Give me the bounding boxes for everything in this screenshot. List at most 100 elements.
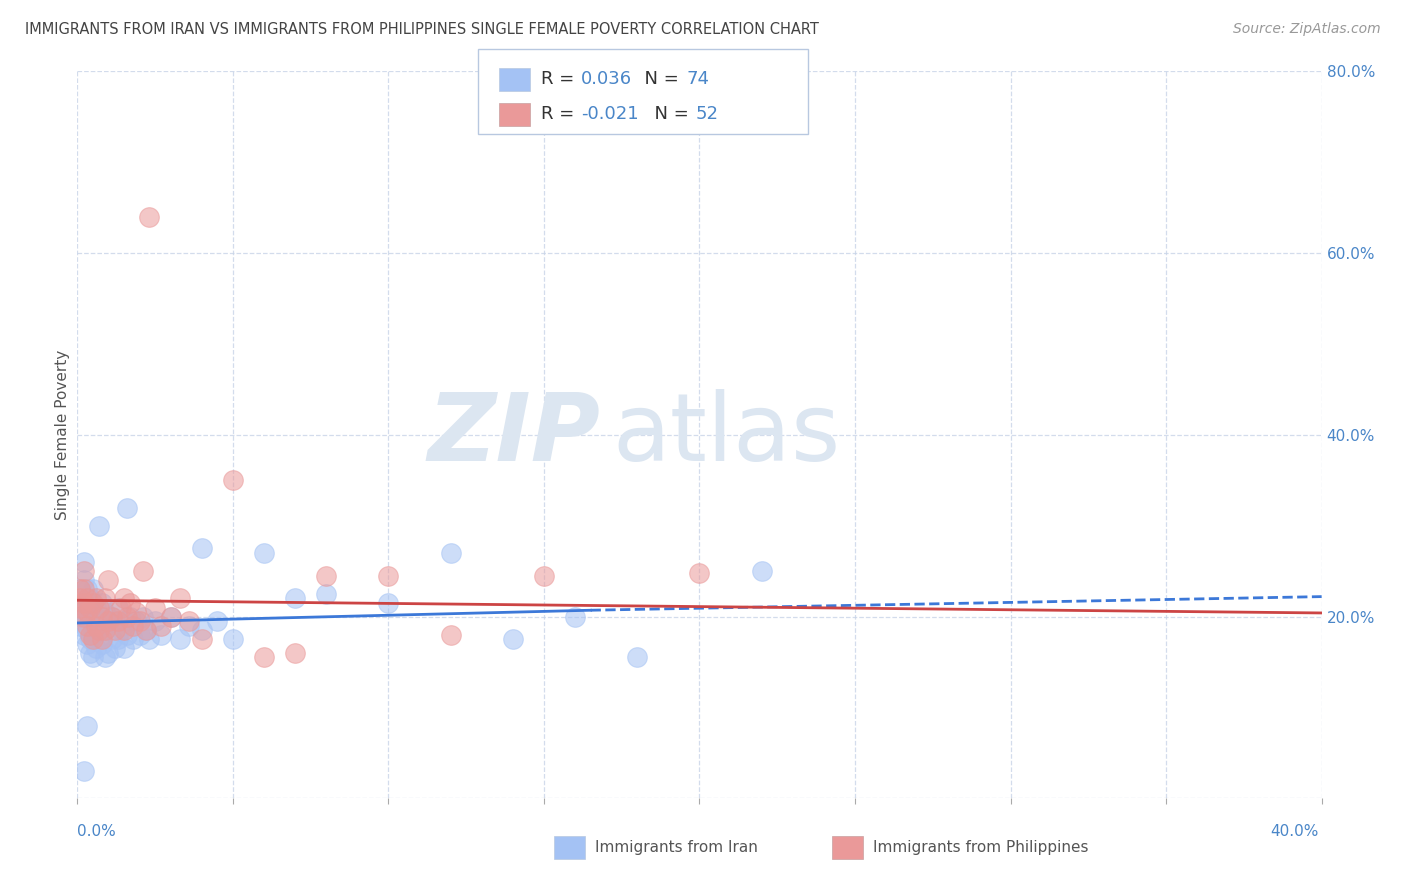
Point	[72, 609, 94, 624]
Text: 0.036: 0.036	[581, 70, 631, 88]
Point	[122, 618, 145, 632]
Point	[82, 650, 104, 665]
Point	[69, 582, 91, 597]
Point	[97, 614, 120, 628]
Point	[69, 618, 91, 632]
Point	[94, 624, 117, 638]
Point	[94, 650, 117, 665]
Point	[72, 555, 94, 569]
Point	[104, 614, 127, 628]
Point	[69, 609, 91, 624]
Point	[159, 609, 181, 624]
Point	[128, 628, 150, 642]
Point	[751, 564, 773, 578]
Point	[107, 614, 129, 628]
Point	[222, 632, 245, 647]
Point	[222, 473, 245, 487]
Point	[125, 614, 148, 628]
Point	[97, 646, 120, 660]
Point	[91, 609, 114, 624]
Point	[169, 591, 191, 606]
Text: R =: R =	[541, 105, 581, 123]
Point	[91, 632, 114, 647]
Point	[115, 628, 138, 642]
Point	[72, 582, 94, 597]
Point	[97, 573, 120, 587]
Point	[72, 609, 94, 624]
Point	[72, 596, 94, 610]
Point	[191, 624, 214, 638]
Point	[94, 605, 117, 619]
Point	[87, 600, 110, 615]
Point	[179, 614, 201, 628]
Point	[150, 628, 173, 642]
Point	[69, 582, 91, 597]
Point	[120, 596, 142, 610]
Point	[76, 624, 98, 638]
Point	[84, 641, 107, 656]
Text: IMMIGRANTS FROM IRAN VS IMMIGRANTS FROM PHILIPPINES SINGLE FEMALE POVERTY CORREL: IMMIGRANTS FROM IRAN VS IMMIGRANTS FROM …	[25, 22, 820, 37]
Point	[143, 614, 166, 628]
Point	[128, 614, 150, 628]
Point	[87, 614, 110, 628]
Point	[115, 500, 138, 515]
Point	[72, 764, 94, 778]
Point	[191, 541, 214, 556]
Point	[107, 600, 129, 615]
Point	[72, 564, 94, 578]
Text: N =: N =	[643, 105, 695, 123]
Point	[76, 605, 98, 619]
Point	[76, 582, 98, 597]
Point	[533, 568, 555, 582]
Point	[112, 614, 135, 628]
Point	[76, 618, 98, 632]
Point	[440, 546, 463, 560]
Point	[191, 632, 214, 647]
Point	[94, 624, 117, 638]
Point	[112, 591, 135, 606]
Point	[100, 632, 122, 647]
Point	[131, 564, 153, 578]
Point	[79, 646, 101, 660]
Text: 0.0%: 0.0%	[77, 824, 117, 838]
Point	[76, 719, 98, 733]
Point	[138, 210, 160, 224]
Point	[69, 591, 91, 606]
Point	[125, 605, 148, 619]
Point	[91, 637, 114, 651]
Text: Immigrants from Iran: Immigrants from Iran	[595, 840, 758, 855]
Point	[112, 641, 135, 656]
Point	[82, 596, 104, 610]
Point	[122, 632, 145, 647]
Text: -0.021: -0.021	[581, 105, 638, 123]
Point	[69, 600, 91, 615]
Point	[82, 632, 104, 647]
Point	[159, 609, 181, 624]
Text: Immigrants from Philippines: Immigrants from Philippines	[873, 840, 1088, 855]
Point	[104, 624, 127, 638]
Point	[100, 609, 122, 624]
Point	[135, 624, 157, 638]
Point	[564, 609, 586, 624]
Text: Source: ZipAtlas.com: Source: ZipAtlas.com	[1233, 22, 1381, 37]
Point	[150, 618, 173, 632]
Point	[69, 600, 91, 615]
Point	[94, 591, 117, 606]
Point	[315, 568, 337, 582]
Point	[76, 596, 98, 610]
Point	[72, 596, 94, 610]
Point	[110, 600, 132, 615]
Point	[377, 568, 399, 582]
Point	[79, 591, 101, 606]
Text: 52: 52	[696, 105, 718, 123]
Y-axis label: Single Female Poverty: Single Female Poverty	[55, 350, 70, 520]
Point	[84, 618, 107, 632]
Point	[120, 609, 142, 624]
Point	[97, 614, 120, 628]
Point	[82, 582, 104, 597]
Point	[135, 624, 157, 638]
Point	[79, 609, 101, 624]
Point	[72, 573, 94, 587]
Point	[87, 632, 110, 647]
Point	[253, 546, 276, 560]
